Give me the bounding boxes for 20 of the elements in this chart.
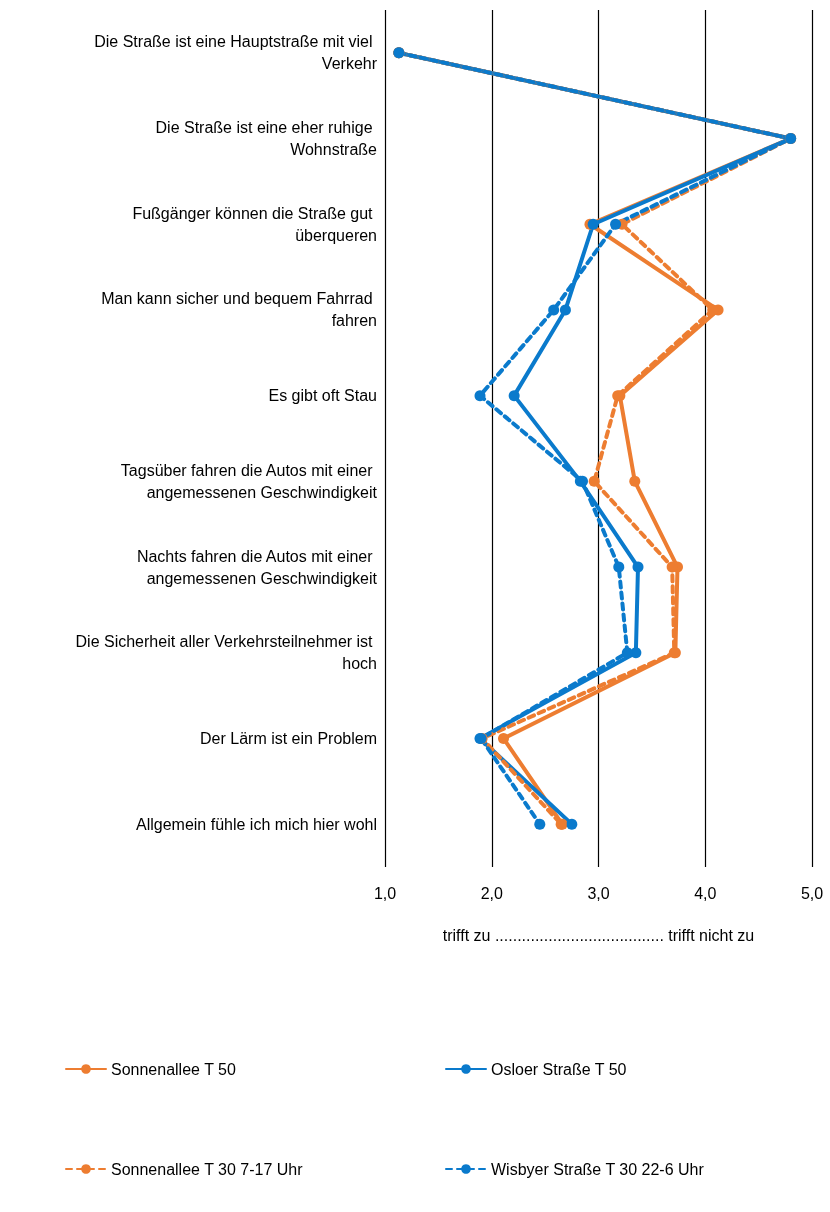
x-tick-label: 3,0 bbox=[587, 884, 610, 902]
legend-label: Wisbyer Straße T 30 22-6 Uhr bbox=[491, 1160, 705, 1178]
y-tick-label: Es gibt oft Stau bbox=[268, 387, 377, 405]
x-tick-label: 1,0 bbox=[373, 884, 397, 902]
y-tick-label: Der Lärm ist ein Problem bbox=[200, 729, 377, 747]
y-tick-label: Fußgänger können die Straße gut überqueren bbox=[132, 204, 377, 244]
y-tick-label: Die Straße ist eine Hauptstraße mit viel Verkehr bbox=[94, 33, 378, 73]
y-tick-label: Nachts fahren die Autos mit einer angemessenen Geschwindigkeit bbox=[136, 547, 378, 587]
x-tick-label: 2,0 bbox=[480, 884, 503, 902]
x-tick-label: 4,0 bbox=[694, 884, 717, 902]
y-tick-label: Man kann sicher und bequem Fahrrad fahren bbox=[101, 290, 377, 330]
legend-label: Sonnenallee T 30 7-17 Uhr bbox=[111, 1160, 304, 1178]
y-tick-label: Tagsüber fahren die Autos mit einer angemessenen Geschwindigkeit bbox=[120, 461, 378, 501]
x-axis-title: trifft zu ...................................... trifft nicht zu bbox=[442, 926, 755, 944]
legend-label: Sonnenallee T 50 bbox=[111, 1060, 236, 1078]
legend-label: Osloer Straße T 50 bbox=[491, 1060, 627, 1078]
x-tick-label: 5,0 bbox=[800, 884, 824, 902]
y-tick-label: Die Straße ist eine eher ruhige Wohnstraße bbox=[155, 119, 378, 159]
y-tick-label: Die Sicherheit aller Verkehrsteilnehmer ist hoch bbox=[75, 633, 377, 673]
y-tick-label: Allgemein fühle ich mich hier wohl bbox=[136, 815, 377, 833]
